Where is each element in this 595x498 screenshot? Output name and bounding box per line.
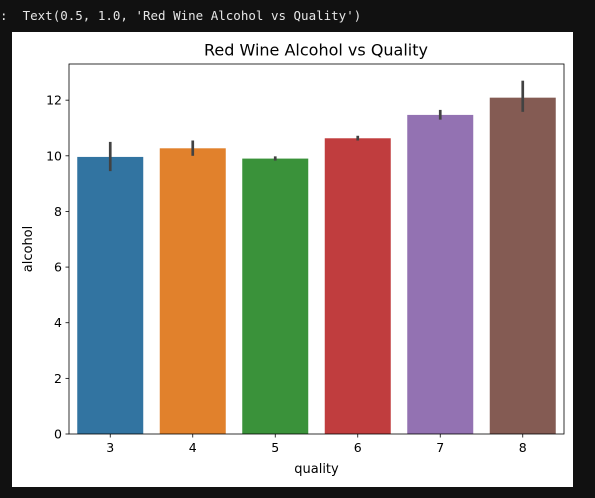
bars-group <box>77 97 556 434</box>
y-tick-label: 8 <box>54 204 62 219</box>
bar-quality-5 <box>242 158 309 434</box>
y-tick-label: 0 <box>54 427 62 442</box>
x-tick-label: 5 <box>271 440 279 455</box>
x-tick-label: 6 <box>354 440 362 455</box>
bar-quality-3 <box>77 156 144 434</box>
bar-quality-7 <box>407 114 474 434</box>
y-tick-label: 12 <box>46 93 62 108</box>
y-axis-label: alcohol <box>21 226 36 272</box>
y-axis-ticks: 0 2 4 6 8 10 12 <box>46 93 69 442</box>
bar-quality-8 <box>489 97 556 434</box>
bar-chart: Red Wine Alcohol vs Quality 0 2 4 6 8 10 12 3 4… <box>21 41 565 477</box>
x-axis-label: quality <box>294 462 339 477</box>
output-text: Text(0.5, 1.0, 'Red Wine Alcohol vs Qual… <box>22 8 362 23</box>
bar-quality-6 <box>324 138 391 434</box>
x-axis-ticks: 3 4 5 6 7 8 <box>106 434 527 455</box>
chart-figure: Red Wine Alcohol vs Quality 0 2 4 6 8 10 12 3 4… <box>12 32 573 487</box>
y-tick-label: 4 <box>54 315 62 330</box>
x-tick-label: 8 <box>519 440 527 455</box>
y-tick-label: 6 <box>54 260 62 275</box>
y-tick-label: 10 <box>46 148 62 163</box>
output-prompt: : <box>0 8 8 23</box>
axes-frame <box>68 63 565 435</box>
x-tick-label: 4 <box>189 440 197 455</box>
bar-quality-4 <box>159 148 226 434</box>
cell-output: : Text(0.5, 1.0, 'Red Wine Alcohol vs Qu… <box>0 8 361 23</box>
error-bars-group <box>108 80 525 172</box>
y-tick-label: 2 <box>54 371 62 386</box>
x-tick-label: 7 <box>436 440 444 455</box>
chart-title: Red Wine Alcohol vs Quality <box>204 41 428 60</box>
x-tick-label: 3 <box>106 440 114 455</box>
